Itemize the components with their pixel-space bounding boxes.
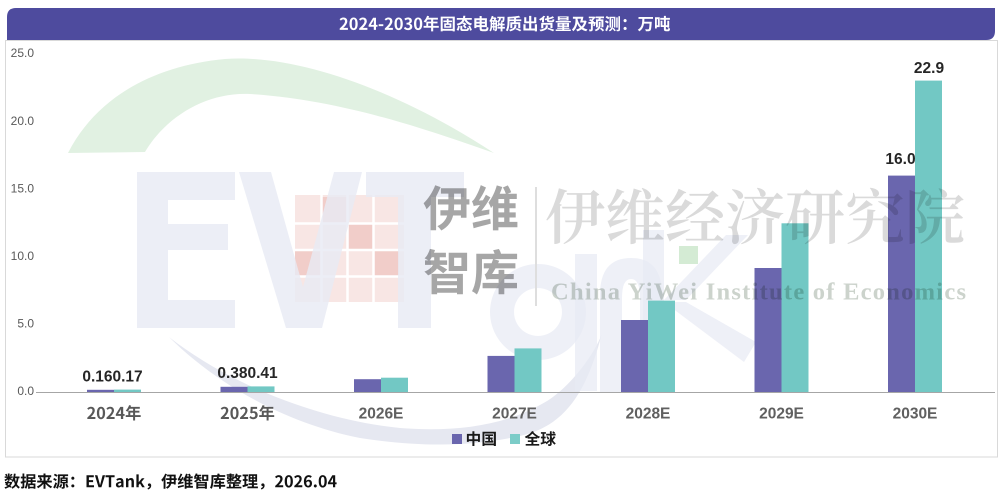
- svg-text:0.41: 0.41: [248, 365, 279, 382]
- svg-text:2030E: 2030E: [893, 406, 938, 423]
- svg-text:2029E: 2029E: [759, 406, 804, 423]
- svg-text:2028E: 2028E: [626, 406, 671, 423]
- svg-text:5.0: 5.0: [17, 317, 34, 331]
- svg-text:20.0: 20.0: [11, 114, 35, 128]
- svg-text:25.0: 25.0: [11, 46, 35, 60]
- svg-text:10.0: 10.0: [11, 249, 35, 263]
- svg-text:0.0: 0.0: [17, 384, 34, 398]
- svg-text:2026E: 2026E: [359, 406, 404, 423]
- svg-text:0.17: 0.17: [113, 369, 143, 386]
- svg-text:0.38: 0.38: [217, 365, 248, 382]
- svg-text:22.9: 22.9: [914, 60, 945, 77]
- svg-text:2027E: 2027E: [492, 406, 537, 423]
- svg-text:15.0: 15.0: [11, 181, 35, 195]
- svg-text:0.16: 0.16: [82, 369, 113, 386]
- svg-text:16.0: 16.0: [885, 151, 915, 168]
